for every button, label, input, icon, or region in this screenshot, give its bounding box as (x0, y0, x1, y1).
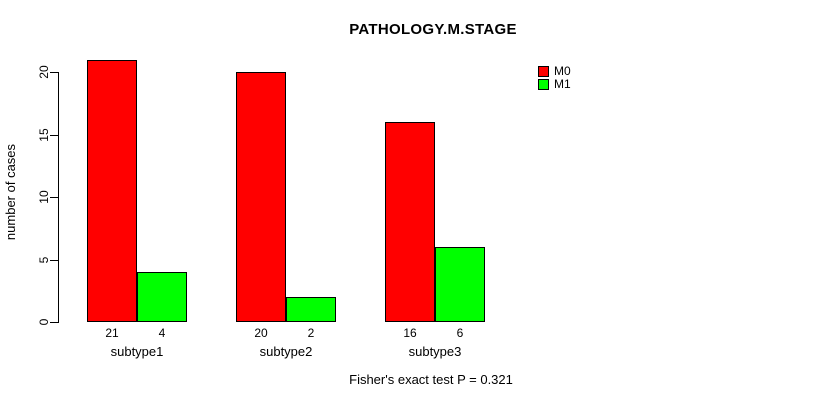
category-label: subtype2 (259, 344, 313, 359)
y-tick-label: 20 (37, 65, 51, 79)
y-tick (50, 322, 58, 323)
bar-subtype3-M0 (385, 122, 435, 322)
y-tick-label: 5 (37, 256, 51, 263)
category-label: subtype1 (110, 344, 164, 359)
bar-value-label: 20 (254, 326, 268, 340)
y-axis-line (58, 72, 59, 323)
y-tick (50, 72, 58, 73)
bar-value-label: 16 (403, 326, 417, 340)
chart-title: PATHOLOGY.M.STAGE (349, 21, 517, 38)
bar-value-label: 4 (158, 326, 166, 340)
legend-label: M0 (554, 64, 571, 78)
bar-subtype2-M1 (286, 297, 336, 322)
bar-value-label: 2 (307, 326, 315, 340)
bar-value-label: 21 (105, 326, 119, 340)
y-tick-label: 0 (37, 318, 51, 326)
y-tick (50, 134, 58, 136)
bar-value-label: 6 (456, 326, 464, 340)
y-tick (50, 259, 58, 261)
annotation-text: Fisher's exact test P = 0.321 (349, 372, 513, 387)
y-tick (50, 197, 58, 198)
legend-row: M1 (538, 78, 571, 91)
category-label: subtype3 (408, 344, 462, 359)
legend-swatch-M1 (538, 79, 549, 90)
legend: M0 M1 (538, 65, 571, 91)
bar-subtype2-M0 (236, 72, 286, 322)
y-tick-label: 10 (37, 190, 51, 204)
y-axis-label: number of cases (3, 143, 18, 241)
bar-subtype1-M1 (137, 272, 187, 322)
legend-row: M0 (538, 65, 571, 78)
bar-subtype1-M0 (87, 59, 137, 322)
y-tick-label: 15 (37, 127, 51, 142)
legend-swatch-M0 (538, 66, 549, 77)
legend-label: M1 (554, 77, 571, 91)
bar-subtype3-M1 (435, 247, 485, 322)
